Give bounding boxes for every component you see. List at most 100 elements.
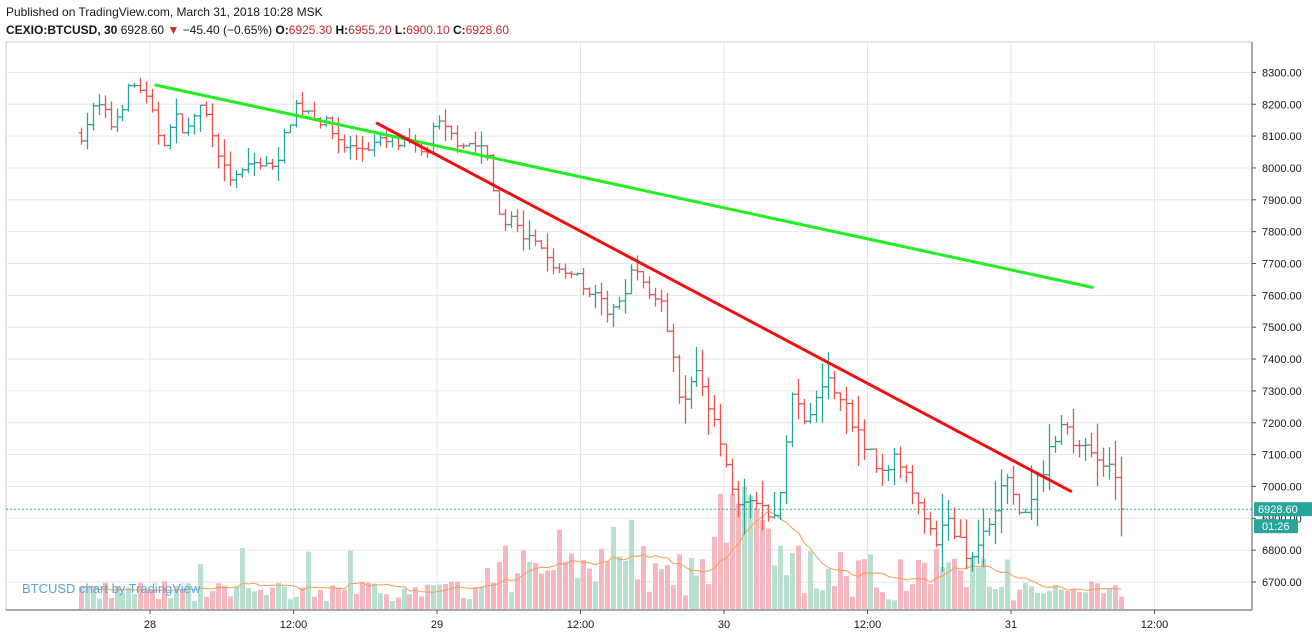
ohlc-bar xyxy=(538,239,545,250)
volume-bar xyxy=(706,584,711,609)
volume-bar xyxy=(521,550,526,609)
ohlc-bar xyxy=(209,103,216,148)
volume-bar xyxy=(1005,559,1010,609)
volume-bar xyxy=(659,569,664,609)
symbol-label: CEXIO:BTCUSD, 30 xyxy=(6,23,118,37)
ohlc-bar xyxy=(1022,508,1029,514)
ohlc-bar xyxy=(544,233,551,272)
published-line: Published on TradingView.com, March 31, … xyxy=(6,5,323,19)
volume-bar xyxy=(981,558,986,609)
y-tick-label: 7800.00 xyxy=(1262,227,1302,239)
ohlc-bar xyxy=(664,293,671,333)
ohlc-bar xyxy=(251,152,258,176)
ohlc-bar xyxy=(508,211,515,228)
volume-bar xyxy=(826,568,831,609)
volume-bar xyxy=(276,582,281,609)
volume-bar xyxy=(790,553,795,609)
ohlc-bar xyxy=(359,135,366,162)
volume-bar xyxy=(294,596,299,609)
ohlc-bar xyxy=(1064,422,1071,435)
ohlc-bar xyxy=(610,303,617,328)
volume-bar xyxy=(772,565,777,609)
volume-bar xyxy=(479,586,484,609)
ohlc-bar xyxy=(699,349,706,397)
volume-bar xyxy=(611,526,616,609)
volume-bar xyxy=(1029,586,1034,609)
volume-bar xyxy=(1059,589,1064,609)
volume-bar xyxy=(742,486,747,609)
ohlc-bar xyxy=(119,104,126,122)
volume-bar xyxy=(431,585,436,609)
grid xyxy=(6,42,1252,610)
volume-bar xyxy=(910,584,915,609)
price-axis[interactable]: 6700.006800.006900.007000.007100.007200.… xyxy=(1251,42,1302,610)
volume-bar xyxy=(671,585,676,609)
ohlc-bar xyxy=(586,287,593,298)
volume-bar xyxy=(109,597,114,609)
volume-bar xyxy=(934,548,939,609)
y-tick-label: 7200.00 xyxy=(1262,418,1302,430)
ohlc-bar xyxy=(269,158,276,170)
high-value: 6955.20 xyxy=(348,23,392,37)
time-axis[interactable]: 28 12:00 29 12:00 30 12:00 31 12:00 xyxy=(6,609,1252,631)
volume-bar xyxy=(677,554,682,609)
volume-bar xyxy=(91,587,96,609)
trendlines[interactable] xyxy=(154,83,1094,493)
x-tick-label: 12:00 xyxy=(854,619,882,631)
ohlc-bar xyxy=(616,297,623,310)
volume-bar xyxy=(174,585,179,609)
volume-bar xyxy=(778,545,783,609)
volume-bar xyxy=(970,557,975,609)
volume-bar xyxy=(449,581,454,609)
ohlc-bar xyxy=(897,446,904,479)
y-tick-label: 7000.00 xyxy=(1262,481,1302,493)
last-price: 6928.60 xyxy=(120,23,165,37)
ohlc-bar xyxy=(628,264,635,295)
volume-bar xyxy=(862,559,867,609)
ohlc-bar xyxy=(1082,438,1089,462)
volume-bar xyxy=(946,562,951,609)
volume-bar xyxy=(1041,593,1046,609)
ohlc-bar xyxy=(915,492,922,515)
volume-bar xyxy=(282,586,287,609)
y-tick-label: 7700.00 xyxy=(1262,259,1302,271)
volume-bar xyxy=(886,599,891,609)
volume-bar xyxy=(605,561,610,609)
volume-bar xyxy=(222,585,227,609)
ohlc-bar xyxy=(986,517,993,536)
ohlc-bar xyxy=(502,209,509,231)
volume-bar xyxy=(1071,589,1076,609)
volume-bar xyxy=(378,593,383,609)
ohlc-bar xyxy=(939,493,946,572)
ohlc-bar xyxy=(353,134,360,160)
volume-bar xyxy=(132,593,137,609)
volume-bar xyxy=(898,559,903,609)
ohlc-bar xyxy=(1076,439,1083,458)
volume-bar xyxy=(952,558,957,609)
volume-bar xyxy=(372,583,377,609)
ohlc-bar xyxy=(562,263,569,279)
volume-bar xyxy=(1107,588,1112,609)
ohlc-bar xyxy=(843,386,850,435)
ohlc-bar xyxy=(526,220,533,250)
volume-bar xyxy=(999,586,1004,609)
ohlc-bar xyxy=(84,112,91,150)
volume-bar xyxy=(629,519,634,609)
volume-bar xyxy=(689,558,694,609)
volume-bar xyxy=(210,591,215,609)
volume-bar xyxy=(413,586,418,609)
ohlc-bar xyxy=(442,109,449,142)
ohlc-bar xyxy=(574,272,581,276)
ohlc-bar xyxy=(179,113,186,134)
volume-bar xyxy=(240,547,245,609)
ohlc-bar xyxy=(717,403,724,457)
ohlc-bar xyxy=(275,147,282,181)
ohlc-bar xyxy=(239,167,246,178)
ohlc-bar xyxy=(819,363,826,423)
y-tick-label: 8300.00 xyxy=(1262,67,1302,79)
ohlc-bar xyxy=(96,94,103,116)
volume-bar xyxy=(485,567,490,609)
x-tick-label: 28 xyxy=(144,619,156,631)
ohlc-bar xyxy=(227,151,234,186)
